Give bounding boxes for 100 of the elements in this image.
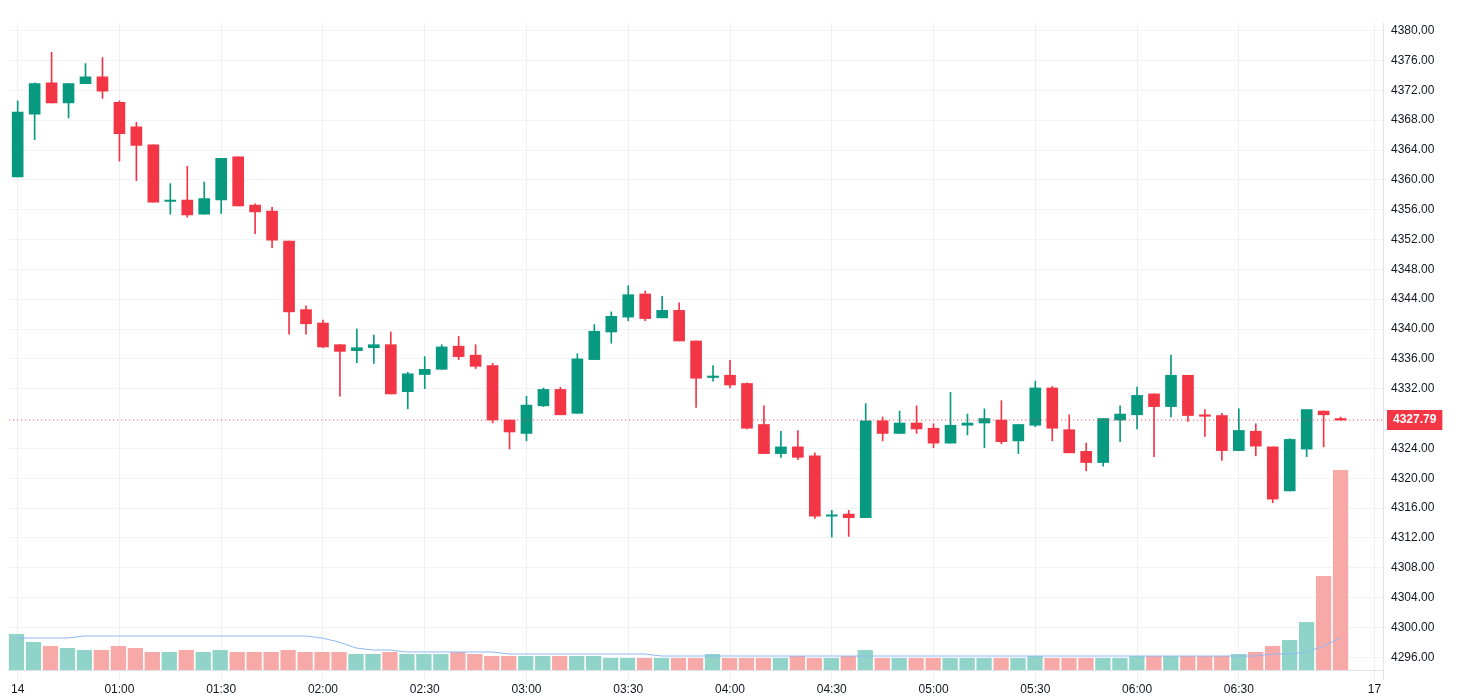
bar — [1265, 646, 1281, 670]
bar — [908, 658, 924, 670]
candlestick — [1114, 405, 1126, 442]
bar — [891, 658, 907, 670]
bar — [1163, 656, 1179, 670]
x-tick-label: 04:00 — [715, 682, 746, 697]
candlestick — [164, 183, 177, 215]
x-tick-label: 03:00 — [511, 682, 542, 697]
bar — [93, 650, 109, 670]
y-tick-label: 4296.00 — [1391, 649, 1435, 664]
bar — [993, 658, 1009, 670]
bar — [467, 654, 483, 670]
candlestick — [842, 509, 855, 537]
bar — [229, 652, 245, 670]
x-tick-label: 03:30 — [613, 682, 644, 697]
bar — [501, 656, 517, 670]
bar — [840, 656, 856, 670]
bar — [721, 658, 738, 670]
x-tick-label: 06:30 — [1223, 682, 1255, 697]
bar — [8, 634, 25, 670]
y-tick-label: 4324.00 — [1391, 440, 1435, 455]
candlestick — [707, 365, 719, 382]
bar — [619, 658, 636, 670]
y-tick-label: 4372.00 — [1391, 82, 1435, 97]
bar — [518, 656, 534, 670]
y-tick-label: 4344.00 — [1391, 291, 1435, 306]
bar — [636, 658, 653, 670]
candlestick — [249, 203, 261, 234]
y-tick-label: 4364.00 — [1391, 142, 1435, 157]
x-tick-label: 06:00 — [1122, 682, 1153, 697]
bar — [25, 642, 42, 670]
bar — [823, 658, 839, 670]
y-tick-label: 4304.00 — [1391, 589, 1435, 604]
x-tick-label: 05:00 — [918, 682, 949, 697]
bar — [161, 652, 177, 670]
bar — [195, 652, 211, 670]
bar — [806, 658, 822, 670]
candlestick — [351, 328, 363, 363]
x-tick-label: 02:00 — [307, 682, 339, 697]
y-tick-label: 4380.00 — [1391, 22, 1435, 37]
x-tick-label: 04:30 — [816, 682, 848, 697]
bar — [738, 658, 755, 670]
x-tick-label: 17 — [1367, 682, 1382, 697]
candlestick — [368, 334, 380, 364]
bar — [789, 656, 805, 670]
bar — [1332, 470, 1349, 670]
bar — [59, 648, 76, 670]
bar — [552, 656, 568, 670]
x-tick-label: 01:00 — [104, 682, 135, 697]
y-tick-label: 4376.00 — [1391, 52, 1435, 67]
y-tick-label: 4300.00 — [1391, 619, 1435, 634]
bar — [178, 650, 194, 670]
y-tick-label: 4336.00 — [1391, 351, 1435, 366]
bar — [670, 658, 687, 670]
y-tick-label: 4356.00 — [1391, 201, 1435, 216]
y-tick-label: 4320.00 — [1391, 470, 1435, 485]
bar — [1214, 656, 1230, 670]
bar — [653, 658, 670, 670]
bar — [1298, 622, 1315, 670]
y-tick-label: 4332.00 — [1391, 381, 1435, 396]
bar — [382, 652, 398, 670]
ref-line-label: 4327.79 — [1393, 412, 1437, 427]
candlestick — [775, 430, 787, 458]
bar — [1315, 576, 1332, 670]
bar — [569, 656, 585, 670]
bar — [1180, 656, 1196, 670]
bar — [1146, 656, 1162, 670]
bar — [212, 650, 228, 670]
bar — [1282, 640, 1298, 670]
y-tick-label: 4360.00 — [1391, 172, 1435, 187]
bar — [1197, 656, 1213, 670]
bar — [484, 656, 500, 670]
x-tick-label: 02:30 — [409, 682, 441, 697]
bar — [144, 652, 160, 670]
bar — [110, 646, 126, 670]
bar — [76, 650, 93, 670]
candlestick — [334, 344, 346, 397]
y-tick-label: 4368.00 — [1391, 112, 1435, 127]
bar — [535, 656, 551, 670]
x-tick-label: 05:30 — [1020, 682, 1051, 697]
y-tick-label: 4312.00 — [1391, 530, 1435, 545]
bar — [602, 658, 619, 670]
bar — [586, 656, 602, 670]
y-tick-label: 4348.00 — [1391, 261, 1435, 276]
bar — [874, 658, 890, 670]
x-tick-label: 01:30 — [206, 682, 237, 697]
bar — [42, 646, 59, 670]
x-tick-label: 14 — [10, 682, 25, 697]
y-tick-label: 4340.00 — [1391, 321, 1435, 336]
bar — [127, 648, 143, 670]
bar — [687, 658, 704, 670]
bar — [450, 652, 466, 670]
bar — [772, 658, 789, 670]
bar — [925, 658, 941, 670]
candlestick — [825, 509, 838, 538]
y-tick-label: 4316.00 — [1391, 500, 1435, 515]
candlestick — [418, 356, 431, 390]
y-tick-label: 4352.00 — [1391, 231, 1435, 246]
y-tick-label: 4308.00 — [1391, 560, 1435, 575]
bar — [755, 658, 772, 670]
